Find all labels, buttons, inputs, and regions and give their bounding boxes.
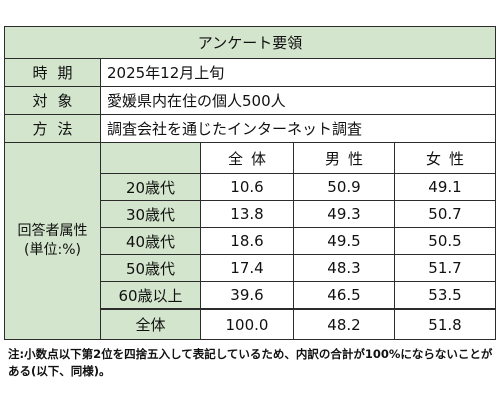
attributes-label-unit: (単位:%) [24,242,81,258]
female-cell: 49.1 [428,178,462,196]
info-label: 時期 [5,59,101,86]
age-cell: 50歳代 [101,255,201,281]
age-cell: 20歳代 [101,174,201,200]
all-cell: 39.6 [201,282,294,308]
survey-outline-table: アンケート要領 時期 2025年12月上旬 対象 愛媛県内在住の個人500人 方… [4,26,496,340]
table-row: 30歳代 13.8 49.3 50.7 [101,201,495,228]
attributes-grid: 全体 男性 女性 20歳代 10.6 50.9 49.1 30歳代 13.8 4… [101,143,495,339]
total-male-cell: 48.2 [294,310,395,339]
grid-header-row: 全体 男性 女性 [101,143,495,174]
all-cell: 10.6 [201,174,294,200]
table-row: 40歳代 18.6 49.5 50.5 [101,228,495,255]
female-cell: 50.5 [428,232,462,250]
all-cell: 17.4 [201,255,294,281]
age-cell: 60歳以上 [101,282,201,308]
info-row-method: 方法 調査会社を通じたインターネット調査 [5,115,495,143]
table-title: アンケート要領 [5,27,495,59]
footnote: 注:小数点以下第2位を四捨五入して表記しているため、内訳の合計が100%にならな… [8,347,493,378]
table-row: 50歳代 17.4 48.3 51.7 [101,255,495,282]
age-cell: 30歳代 [101,201,201,227]
info-row-target: 対象 愛媛県内在住の個人500人 [5,87,495,115]
male-cell: 48.3 [294,255,395,281]
table-row: 60歳以上 39.6 46.5 53.5 [101,282,495,309]
total-female-cell: 51.8 [428,315,462,334]
info-value: 調査会社を通じたインターネット調査 [107,120,363,138]
total-all-cell: 100.0 [201,310,294,339]
all-cell: 13.8 [201,201,294,227]
male-cell: 50.9 [294,174,395,200]
respondent-attributes: 回答者属性 (単位:%) 全体 男性 女性 20歳代 10.6 50.9 49.… [5,143,495,339]
total-row: 全体 100.0 48.2 51.8 [101,309,495,339]
age-cell: 40歳代 [101,228,201,254]
all-cell: 18.6 [201,228,294,254]
male-cell: 49.3 [294,201,395,227]
info-row-period: 時期 2025年12月上旬 [5,59,495,87]
female-cell: 51.7 [428,259,462,277]
female-cell: 50.7 [428,205,462,223]
attributes-label-line1: 回答者属性 [17,223,88,239]
table-row: 20歳代 10.6 50.9 49.1 [101,174,495,201]
header-female: 女性 [425,149,472,168]
info-value: 2025年12月上旬 [107,64,225,82]
female-cell: 53.5 [428,286,462,304]
header-age-empty [101,143,201,173]
male-cell: 49.5 [294,228,395,254]
info-label: 対象 [5,87,101,114]
male-cell: 46.5 [294,282,395,308]
header-male: 男性 [294,143,395,173]
info-value: 愛媛県内在住の個人500人 [107,92,286,110]
total-label-cell: 全体 [101,310,201,339]
info-label: 方法 [5,115,101,142]
attributes-label: 回答者属性 (単位:%) [5,143,101,339]
header-all: 全体 [201,143,294,173]
